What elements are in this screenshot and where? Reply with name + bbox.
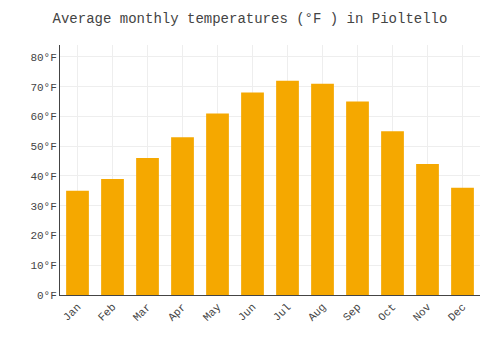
svg-text:70°F: 70°F [30, 82, 56, 94]
svg-text:Apr: Apr [166, 301, 188, 323]
svg-text:20°F: 20°F [30, 230, 56, 242]
svg-text:50°F: 50°F [30, 141, 56, 153]
svg-text:Oct: Oct [376, 301, 398, 323]
svg-text:Jul: Jul [271, 301, 293, 323]
svg-text:30°F: 30°F [30, 201, 56, 213]
svg-text:Mar: Mar [131, 301, 153, 323]
svg-text:80°F: 80°F [30, 52, 56, 64]
svg-text:Dec: Dec [446, 301, 468, 323]
svg-text:10°F: 10°F [30, 260, 56, 272]
svg-text:Aug: Aug [306, 301, 328, 323]
svg-text:May: May [201, 301, 224, 324]
svg-text:Average monthly temperatures (: Average monthly temperatures (°F ) in Pi… [53, 11, 448, 27]
svg-text:60°F: 60°F [30, 111, 56, 123]
svg-text:40°F: 40°F [30, 171, 56, 183]
svg-text:0°F: 0°F [37, 290, 57, 302]
svg-text:Sep: Sep [341, 301, 363, 323]
svg-text:Jun: Jun [236, 301, 258, 323]
svg-text:Nov: Nov [411, 301, 434, 324]
svg-text:Jan: Jan [61, 301, 83, 323]
svg-text:Feb: Feb [96, 301, 118, 323]
